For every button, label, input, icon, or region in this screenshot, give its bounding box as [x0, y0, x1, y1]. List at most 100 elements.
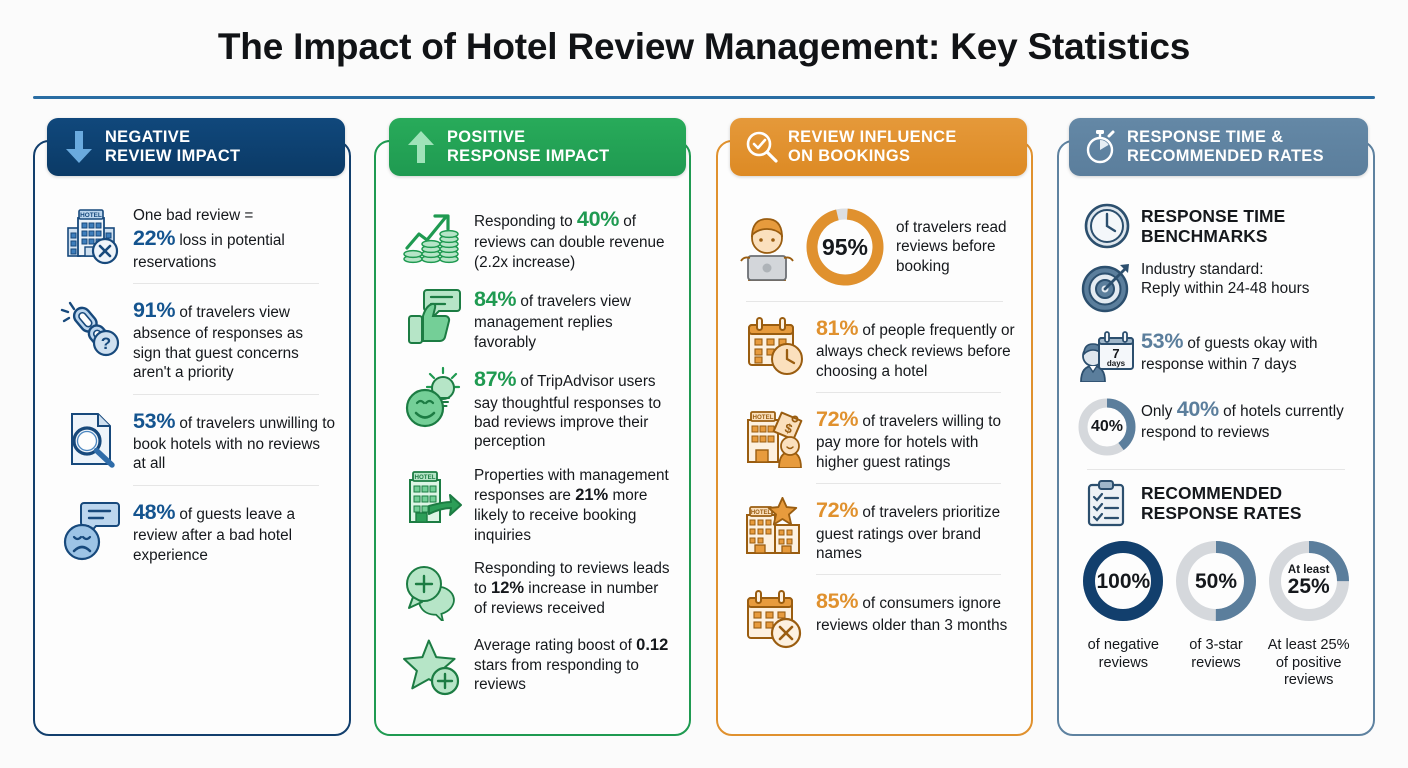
stat-value: 72% — [816, 498, 859, 523]
stat-text: 91% of travelers view absence of respons… — [133, 295, 335, 383]
stat-lead: Responding to — [474, 213, 577, 230]
rows-influence: 95% of travelers read reviews before boo… — [718, 198, 1031, 656]
stat-row: 7 days 53% of guests okay with response … — [1073, 320, 1359, 388]
donut-95-label: 95% — [821, 233, 869, 260]
columns-container: HOTEL — [0, 140, 1408, 740]
stat-value: 53% — [1141, 329, 1184, 353]
featured-stat-text: of travelers read reviews before booking — [896, 218, 1007, 275]
stat-after: more likely to receive booking inquiries — [474, 487, 648, 544]
donut-25-label: 25% — [1287, 575, 1330, 599]
stat-text: 87% of TripAdvisor users say thoughtful … — [474, 364, 675, 452]
rows-negative: HOTEL — [35, 198, 349, 571]
donut-25: At least 25% — [1265, 537, 1353, 625]
stat-after: of guests okay with response within 7 da… — [1141, 335, 1318, 374]
section-title: RESPONSE TIME BENCHMARKS — [1141, 205, 1286, 246]
stat-text: 84% of travelers view management replies… — [474, 284, 675, 352]
stat-after: of hotels currently respond to reviews — [1141, 403, 1344, 442]
stat-row: Average rating boost of 0.12 stars from … — [390, 627, 675, 703]
rate-caption: At least 25% of positive reviews — [1267, 637, 1350, 688]
card-positive-response-impact: Responding to 40% of reviews can double … — [374, 140, 691, 736]
title-divider — [33, 96, 1375, 99]
stat-after: of travelers prioritize guest ratings ov… — [816, 504, 1001, 562]
stat-lead: Only — [1141, 403, 1177, 420]
svg-text:HOTEL: HOTEL — [80, 212, 102, 219]
stat-value: 48% — [133, 499, 176, 524]
row-divider — [133, 393, 319, 395]
donut-40: 40% — [1076, 396, 1138, 458]
row-divider — [816, 483, 1001, 485]
header-label: REVIEW INFLUENCE ON BOOKINGS — [788, 127, 957, 165]
thumbs-up-comment-icon — [390, 284, 474, 348]
stat-after: stars from responding to reviews — [474, 657, 639, 694]
section-title: RECOMMENDED RESPONSE RATES — [1141, 482, 1302, 523]
stat-text: 53% of guests okay with response within … — [1141, 326, 1359, 375]
stat-after: of travelers willing to pay more for hot… — [816, 413, 1001, 471]
stat-row: 53% of travelers unwilling to book hotel… — [49, 400, 335, 480]
rate-item: 50% of 3-star reviews — [1170, 537, 1263, 690]
stat-text: Responding to 40% of reviews can double … — [474, 204, 675, 272]
stat-row: HOTEL Properties with management respons… — [390, 458, 675, 551]
row-divider — [746, 301, 1003, 302]
page-title-wrap: The Impact of Hotel Review Management: K… — [0, 26, 1408, 68]
row-divider — [133, 283, 319, 285]
stat-after: of travelers view absence of responses a… — [133, 304, 304, 382]
stat-row: Responding to 40% of reviews can double … — [390, 198, 675, 278]
stat-row: ? 91% of travelers view absence of respo… — [49, 289, 335, 389]
stat-lead: Average rating boost of — [474, 637, 637, 655]
hotel-arrow-icon: HOTEL — [390, 464, 474, 528]
stat-after: of travelers unwilling to book hotels wi… — [133, 414, 335, 473]
rows-response-time: RESPONSE TIME BENCHMARKS Industry — [1059, 198, 1373, 690]
stat-inline-value: 12% — [491, 579, 525, 598]
stat-text: 53% of travelers unwilling to book hotel… — [133, 406, 335, 474]
up-arrow-icon — [401, 129, 441, 165]
stat-value: 84% — [474, 287, 517, 312]
stat-lead: Responding to reviews leads to — [474, 560, 670, 598]
featured-stat-row: 95% of travelers read reviews before boo… — [732, 198, 1017, 296]
stat-row: 48% of guests leave a review after a bad… — [49, 491, 335, 571]
section-divider — [1087, 469, 1345, 470]
stat-after: of TripAdvisor users say thoughtful resp… — [474, 373, 662, 451]
donut-50-label: 50% — [1194, 569, 1238, 593]
hotel-building-x-icon: HOTEL — [49, 204, 133, 268]
donut-25-label-wrap: At least 25% — [1265, 537, 1353, 625]
stat-row: 81% of people frequently or always check… — [732, 307, 1017, 387]
stat-after: of guests leave a review after a bad hot… — [133, 505, 296, 564]
svg-text:?: ? — [101, 334, 111, 353]
down-arrow-icon — [59, 129, 99, 165]
svg-text:$: $ — [783, 420, 794, 436]
magnifier-check-icon — [742, 130, 782, 164]
smiley-lightbulb-icon — [390, 364, 474, 428]
row-divider — [816, 392, 1001, 394]
stat-text: Properties with management responses are… — [474, 464, 675, 545]
stat-value: 72% — [816, 407, 859, 432]
growth-chart-coins-icon — [390, 204, 474, 268]
stopwatch-icon — [1081, 129, 1121, 165]
donut-100: 100% — [1079, 537, 1167, 625]
stat-text: 48% of guests leave a review after a bad… — [133, 497, 335, 565]
hotel-price-tag-icon: HOTEL $ — [732, 404, 816, 469]
rate-item: At least 25% At least 25% of positive re… — [1262, 537, 1355, 690]
stat-after: of reviews can double revenue (2.2x incr… — [474, 213, 665, 271]
header-positive-response-impact: POSITIVE RESPONSE IMPACT — [389, 118, 686, 176]
card-response-time-recommended-rates: RESPONSE TIME BENCHMARKS Industry — [1057, 140, 1375, 736]
stat-row: 40% Only 40% of hotels currently respond… — [1073, 388, 1359, 464]
stat-row: 87% of TripAdvisor users say thoughtful … — [390, 358, 675, 458]
donut-100-label: 100% — [1096, 569, 1151, 593]
stat-text: 85% of consumers ignore reviews older th… — [816, 586, 1017, 635]
stat-after: increase in number of reviews received — [474, 580, 659, 618]
header-negative-review-impact: NEGATIVE REVIEW IMPACT — [47, 118, 345, 176]
donut-40-label: 40% — [1090, 418, 1124, 435]
donut-25-small-label: At least — [1287, 563, 1330, 576]
calendar-7-days-person-icon: 7 days — [1073, 326, 1141, 382]
rows-positive: Responding to 40% of reviews can double … — [376, 198, 689, 703]
stat-text: 72% of travelers prioritize guest rating… — [816, 495, 1017, 563]
stat-text: Average rating boost of 0.12 stars from … — [474, 633, 675, 695]
svg-text:HOTEL: HOTEL — [415, 474, 436, 481]
star-plus-icon — [390, 633, 474, 697]
stat-after: of people frequently or always check rev… — [816, 322, 1015, 380]
clock-icon — [1073, 202, 1141, 250]
stat-text: Industry standard: Reply within 24-48 ho… — [1141, 261, 1310, 298]
header-label: POSITIVE RESPONSE IMPACT — [447, 127, 610, 165]
stat-value: 87% — [474, 367, 517, 392]
